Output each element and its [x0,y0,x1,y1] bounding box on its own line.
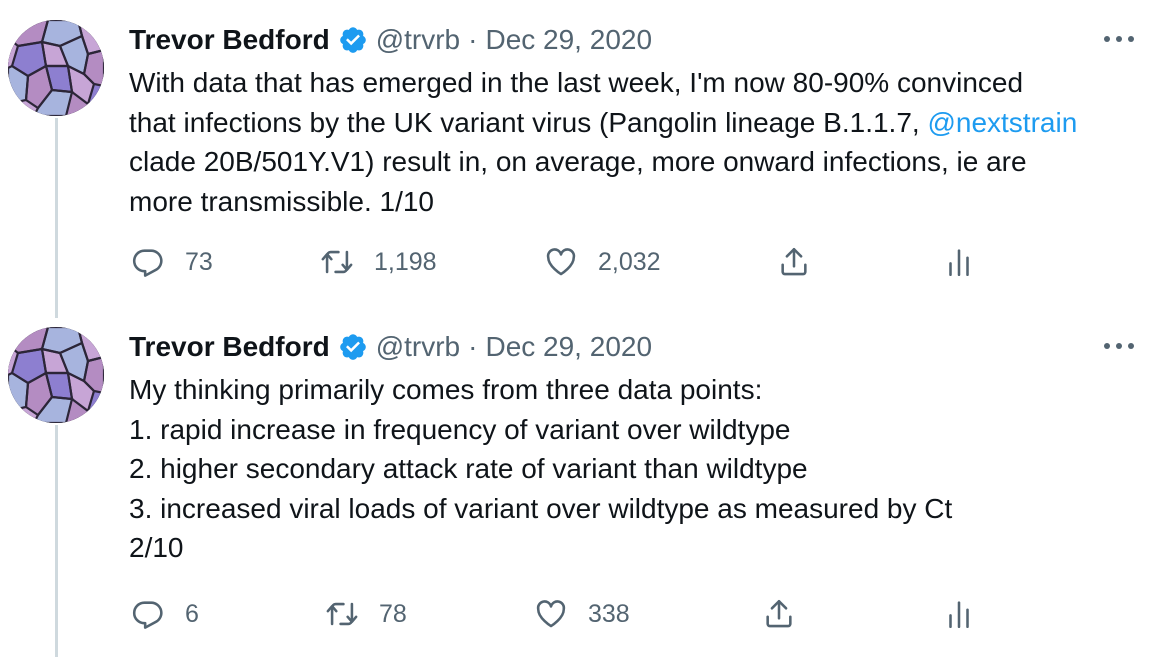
retweet-count: 78 [379,599,407,628]
more-icon[interactable] [1102,331,1136,361]
share-button[interactable] [777,245,811,279]
thread-connector-line [55,425,58,657]
tweet[interactable]: Trevor Bedford @trvrb · Dec 29, 2020 Wit… [0,20,1164,310]
author-name[interactable]: Trevor Bedford [129,24,330,55]
text-run: that infections by the UK variant virus … [129,106,928,138]
tweet-header: Trevor Bedford @trvrb · Dec 29, 2020 [129,327,652,367]
mention-link[interactable]: @nextstrain [927,106,1078,138]
reply-icon [132,601,163,629]
reply-count: 6 [185,599,199,628]
share-icon [766,599,792,628]
author-name[interactable]: Trevor Bedford [129,331,330,362]
tweet[interactable]: Trevor Bedford @trvrb · Dec 29, 2020 My … [0,327,1164,657]
like-icon [546,248,576,276]
text-line: 3. increased viral loads of variant over… [129,489,1129,529]
reply-count: 73 [185,247,213,276]
retweet-count: 1,198 [374,247,437,276]
text-line: more transmissible. 1/10 [129,182,1129,222]
more-icon[interactable] [1102,24,1136,54]
separator-dot: · [468,331,478,362]
text-run: more transmissible. 1/10 [129,185,435,217]
avatar-image [8,327,104,423]
analytics-icon [949,601,969,629]
text-line: My thinking primarily comes from three d… [129,370,1129,410]
like-button[interactable]: 338 [534,597,630,631]
share-button[interactable] [762,597,796,631]
text-run: 3. increased viral loads of variant over… [129,492,953,524]
reply-button[interactable]: 73 [131,245,213,279]
like-button[interactable]: 2,032 [544,245,661,279]
reply-button[interactable]: 6 [131,597,199,631]
text-line: that infections by the UK variant virus … [129,103,1129,143]
retweet-button[interactable]: 78 [325,597,407,631]
tweet-header: Trevor Bedford @trvrb · Dec 29, 2020 [129,20,652,60]
verified-badge-icon [338,25,368,55]
avatar-image [8,20,104,116]
text-run: With data that has emerged in the last w… [129,67,1024,98]
like-icon [536,600,566,628]
retweet-icon [321,250,353,274]
author-handle[interactable]: @trvrb [375,24,461,55]
thread-connector-line [55,118,58,318]
tweet-date[interactable]: Dec 29, 2020 [485,331,653,362]
like-count: 338 [588,599,630,628]
text-run: 1. rapid increase in frequency of varian… [129,413,791,445]
analytics-icon [949,249,969,277]
author-handle[interactable]: @trvrb [375,331,461,362]
text-run: 2/10 [129,532,184,563]
avatar[interactable] [8,20,104,116]
retweet-icon [326,602,358,626]
verified-badge-icon [338,332,368,362]
retweet-button[interactable]: 1,198 [320,245,437,279]
tweet-text: My thinking primarily comes from three d… [129,370,1129,568]
text-line: 2. higher secondary attack rate of varia… [129,449,1129,489]
separator-dot: · [468,24,478,55]
text-line: With data that has emerged in the last w… [129,63,1129,103]
analytics-button[interactable] [942,597,976,631]
reply-icon [132,249,163,277]
analytics-button[interactable] [942,245,976,279]
text-line: clade 20B/501Y.V1) result in, on average… [129,142,1129,182]
tweet-text: With data that has emerged in the last w… [129,63,1129,221]
text-line: 2/10 [129,528,1129,568]
text-run: 2. higher secondary attack rate of varia… [129,453,808,484]
text-run: clade 20B/501Y.V1) result in, on average… [129,146,1027,177]
share-icon [781,247,807,276]
avatar[interactable] [8,327,104,423]
text-run: My thinking primarily comes from three d… [129,374,763,405]
text-line: 1. rapid increase in frequency of varian… [129,410,1129,450]
like-count: 2,032 [598,247,661,276]
tweet-date[interactable]: Dec 29, 2020 [485,24,653,55]
